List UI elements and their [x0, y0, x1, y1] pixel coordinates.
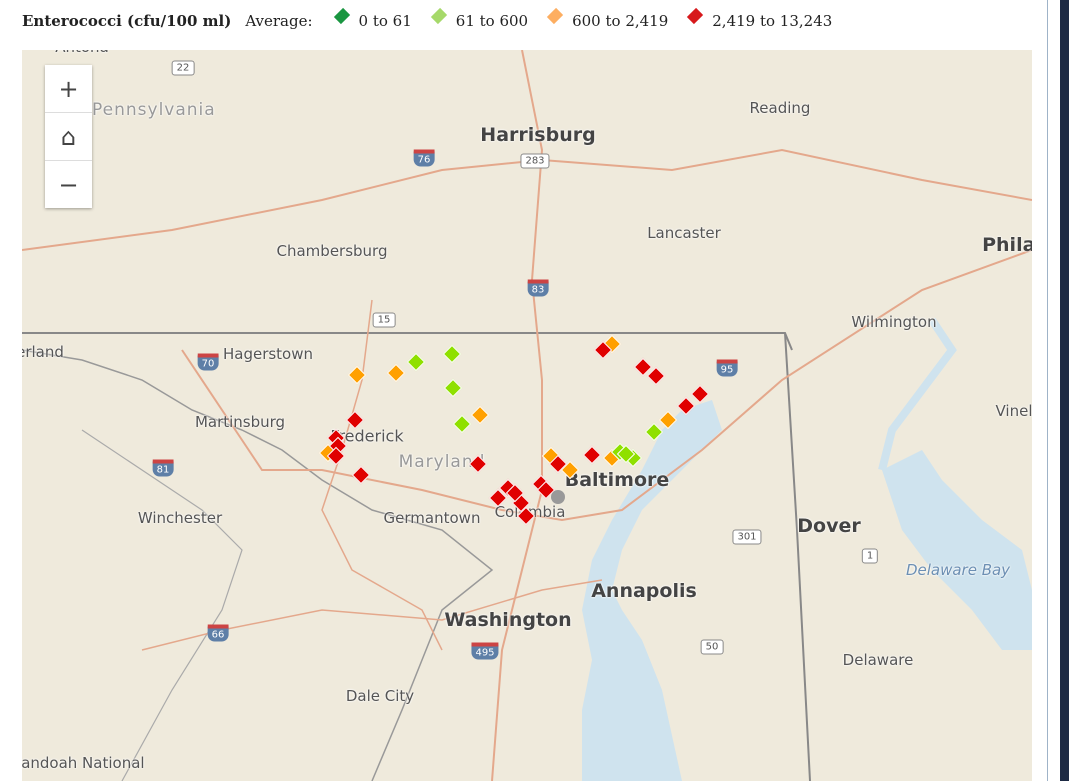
legend-item: 2,419 to 13,243 [687, 7, 833, 30]
diamond-icon [333, 7, 350, 25]
legend-label: 61 to 600 [455, 12, 529, 30]
zoom-out-button[interactable]: − [58, 170, 79, 199]
place-label: Harrisburg [480, 124, 596, 146]
zoom-in-button[interactable]: + [45, 65, 92, 113]
legend: Enterococci (cfu/100 ml) Average: 0 to 6… [22, 7, 854, 34]
place-label: Reading [749, 99, 811, 117]
place-label: Philade [982, 234, 1032, 256]
place-label: Hagerstown [222, 345, 314, 363]
legend-item: 61 to 600 [430, 7, 529, 30]
interstate-shield-icon: 81 [152, 459, 174, 477]
place-label: Frederick [330, 426, 404, 446]
us-route-shield-icon: 283 [520, 153, 550, 169]
map-view[interactable]: Pennsylvania Harrisburg Reading Lancaster Ch… [22, 50, 1032, 781]
basemap [22, 50, 1032, 781]
place-label: Shenandoah National [22, 754, 145, 772]
interstate-shield-icon: 76 [413, 149, 435, 167]
chesapeake-bay [582, 400, 722, 781]
place-label: Antona [55, 50, 109, 56]
us-route-shield-icon: 15 [372, 312, 396, 328]
us-route-shield-icon: 1 [861, 548, 879, 564]
place-label: Vinel [995, 402, 1032, 420]
us-route-shield-icon: 301 [732, 529, 762, 545]
interstate-shield-icon: 70 [197, 353, 219, 371]
us-route-shield-icon: 22 [171, 60, 195, 76]
place-label: Lancaster [647, 224, 721, 242]
place-label: Delaware Bay [905, 561, 1011, 579]
home-button[interactable]: ⌂ [45, 113, 92, 161]
de-md-border [784, 332, 811, 781]
diamond-icon [430, 7, 447, 25]
legend-label: 2,419 to 13,243 [712, 12, 833, 30]
place-label: Annapolis [591, 580, 697, 602]
place-label: Washington [444, 609, 572, 631]
place-label: Pennsylvania [92, 100, 216, 120]
site-marker-grey[interactable] [551, 490, 565, 504]
place-label: Chambersburg [276, 242, 388, 260]
interstate-shield-icon: 495 [471, 642, 499, 660]
interstate-shield-icon: 95 [716, 359, 738, 377]
place-label: Winchester [137, 509, 223, 527]
legend-average-label: Average: [245, 12, 313, 30]
place-label: Dale City [345, 687, 415, 705]
interstate-shield-icon: 83 [527, 279, 549, 297]
place-label: Dover [797, 515, 861, 537]
place-label: Maryland [398, 452, 486, 472]
legend-label: 600 to 2,419 [572, 12, 669, 30]
place-label: Martinsburg [194, 413, 286, 431]
place-label: Delaware [842, 651, 914, 669]
interstate-shield-icon: 66 [207, 624, 229, 642]
us-route-shield-icon: 50 [700, 639, 724, 655]
place-label: Baltimore [564, 469, 670, 491]
window-edge [1060, 0, 1069, 781]
zoom-controls: + ⌂ − [45, 65, 92, 208]
place-label: Wilmington [851, 313, 937, 331]
delaware-bay [882, 450, 1032, 650]
diamond-icon [546, 7, 564, 25]
panel-border [1047, 0, 1048, 781]
place-label: erland [22, 343, 64, 361]
legend-item: 0 to 61 [333, 7, 412, 30]
legend-label: 0 to 61 [358, 12, 412, 30]
legend-item: 600 to 2,419 [546, 7, 669, 30]
legend-title: Enterococci (cfu/100 ml) [22, 12, 232, 30]
place-label: Germantown [383, 509, 481, 527]
diamond-icon [687, 7, 704, 25]
pa-md-border [22, 332, 793, 351]
